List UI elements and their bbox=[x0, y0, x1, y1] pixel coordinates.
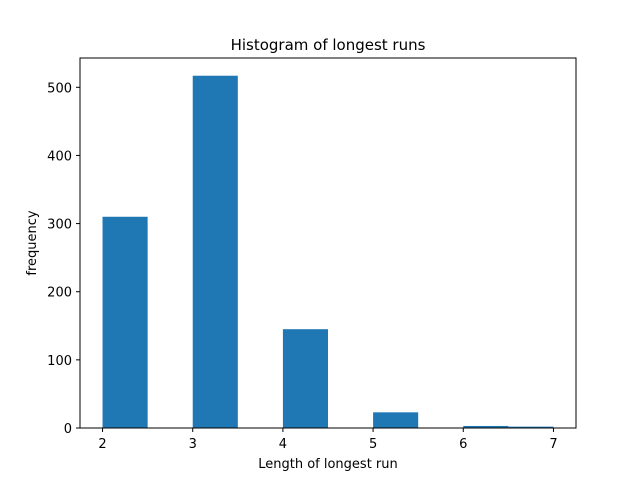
x-axis-label: Length of longest run bbox=[258, 457, 398, 472]
x-tick-label: 3 bbox=[189, 437, 197, 452]
bars-group bbox=[102, 75, 554, 428]
histogram-bar-2 bbox=[282, 329, 328, 428]
x-tick-label: 7 bbox=[549, 437, 557, 452]
y-axis-ticks: 0 100 200 300 400 500 bbox=[47, 81, 80, 437]
histogram-bar-3 bbox=[373, 412, 419, 428]
y-tick-label: 200 bbox=[47, 286, 72, 301]
y-tick-label: 100 bbox=[47, 354, 72, 369]
histogram-bar-4 bbox=[463, 425, 509, 428]
y-tick-label: 400 bbox=[47, 149, 72, 164]
y-tick-label: 500 bbox=[47, 81, 72, 96]
histogram-bar-5 bbox=[508, 426, 554, 428]
y-axis-label: frequency bbox=[25, 210, 40, 276]
plot-frame bbox=[79, 57, 577, 429]
x-tick-label: 2 bbox=[98, 437, 106, 452]
chart-title: Histogram of longest runs bbox=[231, 36, 426, 54]
histogram-bar-0 bbox=[102, 216, 148, 428]
x-tick-label: 6 bbox=[459, 437, 467, 452]
histogram-bar-1 bbox=[192, 75, 238, 428]
x-axis-ticks: 2 3 4 5 6 7 bbox=[98, 428, 558, 452]
y-tick-label: 300 bbox=[47, 218, 72, 233]
y-tick-label: 0 bbox=[64, 422, 72, 437]
x-tick-label: 4 bbox=[279, 437, 287, 452]
x-tick-label: 5 bbox=[369, 437, 377, 452]
